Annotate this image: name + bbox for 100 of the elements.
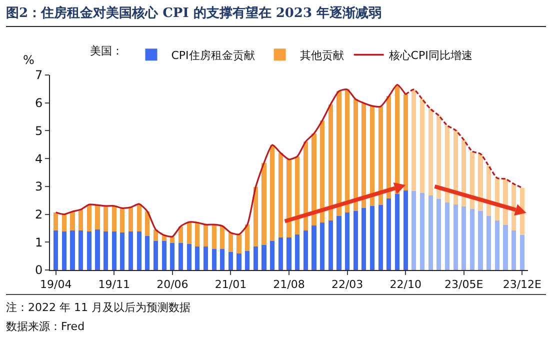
bar [236, 234, 242, 254]
bar [336, 91, 342, 216]
y-axis-title: % [23, 53, 34, 67]
legend-label: CPI住房租金贡献 [171, 48, 255, 62]
bar [245, 251, 250, 270]
x-tick-label: 20/06 [156, 278, 188, 292]
bar [328, 104, 333, 221]
legend-label: 核心CPI同比增速 [388, 48, 472, 62]
legend-label: 其他贡献 [300, 48, 344, 62]
bar [278, 237, 283, 270]
bar [412, 89, 416, 191]
bar [186, 244, 192, 270]
bar [503, 225, 508, 270]
bar [120, 208, 125, 232]
bar [136, 232, 142, 270]
y-tick-label: 4 [34, 152, 43, 166]
legend-title: 美国： [90, 44, 124, 58]
bar [220, 226, 225, 249]
bar [520, 235, 524, 270]
bar [444, 125, 450, 202]
bar [470, 151, 474, 209]
bar [253, 186, 258, 247]
x-tick-label: 19/04 [40, 278, 72, 292]
bar [328, 220, 333, 270]
bar [353, 211, 358, 270]
bar [62, 232, 66, 270]
bar [54, 212, 58, 230]
y-tick-label: 5 [34, 124, 43, 138]
bar [353, 99, 358, 212]
bar [470, 208, 474, 270]
bar [104, 232, 108, 270]
y-tick-label: 3 [34, 180, 43, 194]
bar [295, 156, 300, 234]
bar [153, 240, 158, 270]
bar [303, 142, 308, 230]
bar [62, 214, 66, 232]
x-tick-label: 23/12E [502, 278, 542, 292]
bar [444, 202, 450, 270]
bar [104, 206, 108, 232]
bar [253, 246, 258, 270]
bar [128, 207, 134, 232]
bar [170, 242, 175, 270]
bar [320, 222, 325, 270]
bar [128, 232, 134, 270]
bar [412, 190, 416, 270]
bar [178, 242, 184, 270]
bar [228, 252, 233, 270]
bar [153, 230, 158, 241]
bar [428, 108, 433, 196]
bar [345, 212, 350, 270]
bar [336, 216, 342, 270]
bar [70, 230, 75, 270]
bar [162, 240, 166, 270]
bar [462, 140, 466, 206]
bar [178, 226, 184, 243]
bar [312, 226, 316, 270]
bar [286, 159, 292, 238]
bar [120, 232, 125, 270]
bar [462, 206, 466, 270]
bar [245, 224, 250, 252]
bar [228, 232, 233, 252]
bar [220, 248, 225, 270]
chart-title: 图2：住房租金对美国核心 CPI 的支撑有望在 2023 年逐渐减弱 [6, 4, 546, 27]
bar [378, 205, 383, 270]
bar [420, 99, 425, 193]
bar [494, 220, 500, 270]
source-note: 数据来源：Fred [6, 319, 86, 335]
text: 注：2022 年 11 月及以后为预测数据 [6, 300, 192, 316]
bar [70, 212, 75, 230]
bar [95, 205, 100, 230]
x-tick-label: 21/08 [273, 278, 305, 292]
bar [262, 162, 266, 246]
y-tick-label: 1 [34, 235, 43, 250]
bar [370, 106, 375, 206]
y-tick-label: 6 [34, 96, 43, 110]
bar [203, 246, 208, 270]
bar [303, 230, 308, 270]
bar [95, 230, 100, 270]
bar [486, 216, 492, 270]
bar [436, 199, 442, 270]
bar [386, 198, 392, 270]
x-tick-label: 22/10 [390, 278, 422, 292]
bar [386, 96, 392, 198]
x-tick-label: 19/11 [98, 278, 130, 292]
bar [270, 144, 275, 242]
x-tick-label: 23/05E [444, 278, 484, 292]
bar [78, 230, 84, 270]
bar [312, 134, 316, 226]
bar [286, 237, 292, 270]
bar [478, 154, 483, 211]
bar [270, 241, 275, 270]
bar [478, 210, 483, 270]
bar [112, 232, 116, 270]
bar [453, 204, 458, 270]
bar [295, 234, 300, 270]
bar [436, 116, 442, 200]
bar [320, 120, 325, 223]
bar [420, 192, 425, 270]
bar [54, 230, 58, 270]
bar [428, 195, 433, 270]
